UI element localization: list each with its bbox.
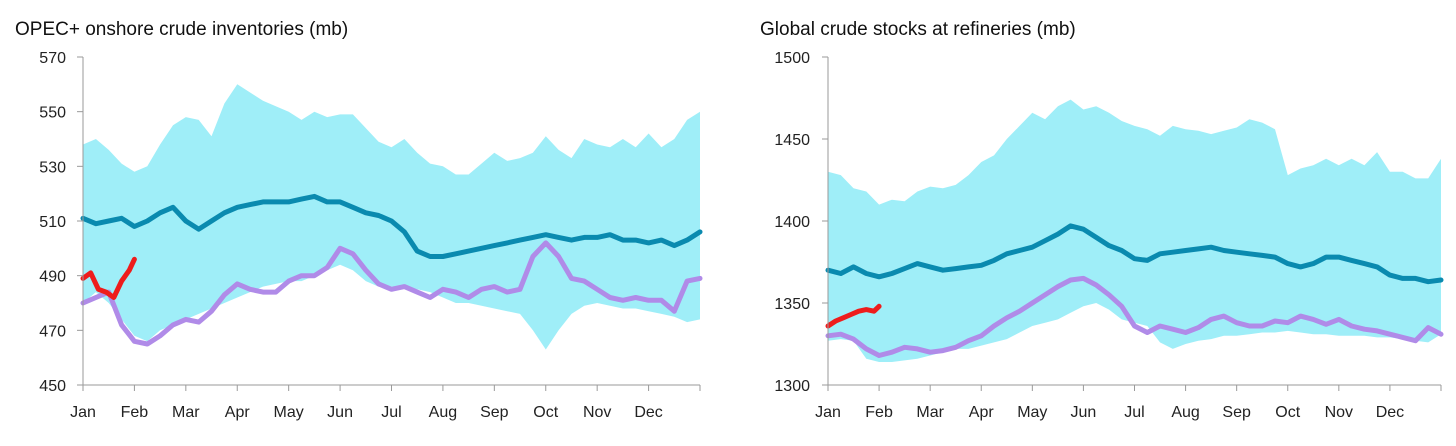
x-tick-label: Aug xyxy=(1171,404,1199,421)
x-tick-label: May xyxy=(274,404,304,421)
x-tick-label: Oct xyxy=(533,404,558,421)
x-tick-label: Apr xyxy=(969,404,995,421)
x-tick-label: Jun xyxy=(327,404,353,421)
x-tick-label: Nov xyxy=(1325,404,1353,421)
x-tick-label: May xyxy=(1017,404,1047,421)
x-tick-label: Dec xyxy=(634,404,662,421)
y-tick-label: 1500 xyxy=(774,50,810,67)
y-tick-label: 510 xyxy=(39,214,66,231)
x-tick-label: Aug xyxy=(429,404,457,421)
year-2025-line xyxy=(80,256,137,300)
y-tick-label: 1300 xyxy=(774,378,810,395)
chart-title: Global crude stocks at refineries (mb) xyxy=(760,19,1076,40)
x-tick-label: Jun xyxy=(1071,404,1097,421)
y-tick-label: 1350 xyxy=(774,296,810,313)
x-tick-label: Jan xyxy=(70,404,96,421)
x-tick-label: Mar xyxy=(916,404,944,421)
x-tick-label: Sep xyxy=(480,404,509,421)
x-tick-label: Apr xyxy=(225,404,251,421)
range-band xyxy=(828,99,1441,362)
y-tick-label: 550 xyxy=(39,105,66,122)
y-tick-label: 530 xyxy=(39,159,66,176)
x-tick-label: Jul xyxy=(1124,404,1144,421)
y-tick-label: 1400 xyxy=(774,214,810,231)
x-tick-label: Mar xyxy=(172,404,200,421)
x-tick-label: Dec xyxy=(1376,404,1404,421)
x-tick-label: Feb xyxy=(865,404,893,421)
range-band xyxy=(83,84,700,350)
x-tick-label: Nov xyxy=(583,404,611,421)
chart-panel-opec-inventories: OPEC+ onshore crude inventories (mb) 450… xyxy=(0,0,720,446)
five-year-average-line xyxy=(80,193,703,259)
five-year-average-line xyxy=(825,223,1444,285)
x-tick-label: Jan xyxy=(815,404,841,421)
x-tick-label: Jul xyxy=(381,404,401,421)
y-tick-label: 1450 xyxy=(774,132,810,149)
x-tick-label: Feb xyxy=(121,404,149,421)
year-2025-line xyxy=(825,303,882,329)
chart-svg-opec: 450 470 490 510 530 550 570 Jan Feb Mar Apr May Jun J… xyxy=(39,50,703,421)
y-tick-label: 470 xyxy=(39,323,66,340)
chart-svg-global: 1300 1350 1400 1450 1500 Jan Feb Mar Apr May Jun Ju… xyxy=(774,50,1444,421)
year-2024-line xyxy=(825,275,1444,358)
x-tick-label: Sep xyxy=(1222,404,1251,421)
chart-title: OPEC+ onshore crude inventories (mb) xyxy=(15,19,349,40)
x-tick-label: Oct xyxy=(1275,404,1300,421)
chart-panel-global-refinery-stocks: Global crude stocks at refineries (mb) 1… xyxy=(744,0,1456,446)
year-2024-line xyxy=(80,240,703,347)
y-tick-label: 450 xyxy=(39,378,66,395)
y-tick-label: 570 xyxy=(39,50,66,67)
y-tick-label: 490 xyxy=(39,269,66,286)
